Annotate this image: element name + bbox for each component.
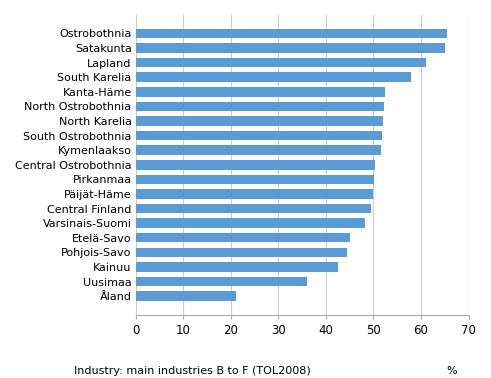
Bar bbox=[136, 146, 381, 155]
Bar bbox=[136, 189, 374, 199]
Bar bbox=[136, 218, 365, 228]
Text: Industry: main industries B to F (TOL2008): Industry: main industries B to F (TOL200… bbox=[74, 366, 310, 376]
Bar bbox=[136, 131, 382, 140]
Text: %: % bbox=[446, 366, 457, 376]
Bar bbox=[136, 248, 347, 257]
Bar bbox=[136, 262, 338, 272]
Bar bbox=[136, 73, 410, 82]
Bar bbox=[136, 102, 384, 111]
Bar bbox=[136, 29, 447, 38]
Bar bbox=[136, 58, 426, 67]
Bar bbox=[136, 277, 307, 286]
Bar bbox=[136, 116, 383, 126]
Bar bbox=[136, 233, 350, 243]
Bar bbox=[136, 291, 236, 301]
Bar bbox=[136, 160, 375, 169]
Bar bbox=[136, 175, 374, 184]
Bar bbox=[136, 204, 371, 213]
Bar bbox=[136, 43, 445, 53]
Bar bbox=[136, 87, 385, 96]
